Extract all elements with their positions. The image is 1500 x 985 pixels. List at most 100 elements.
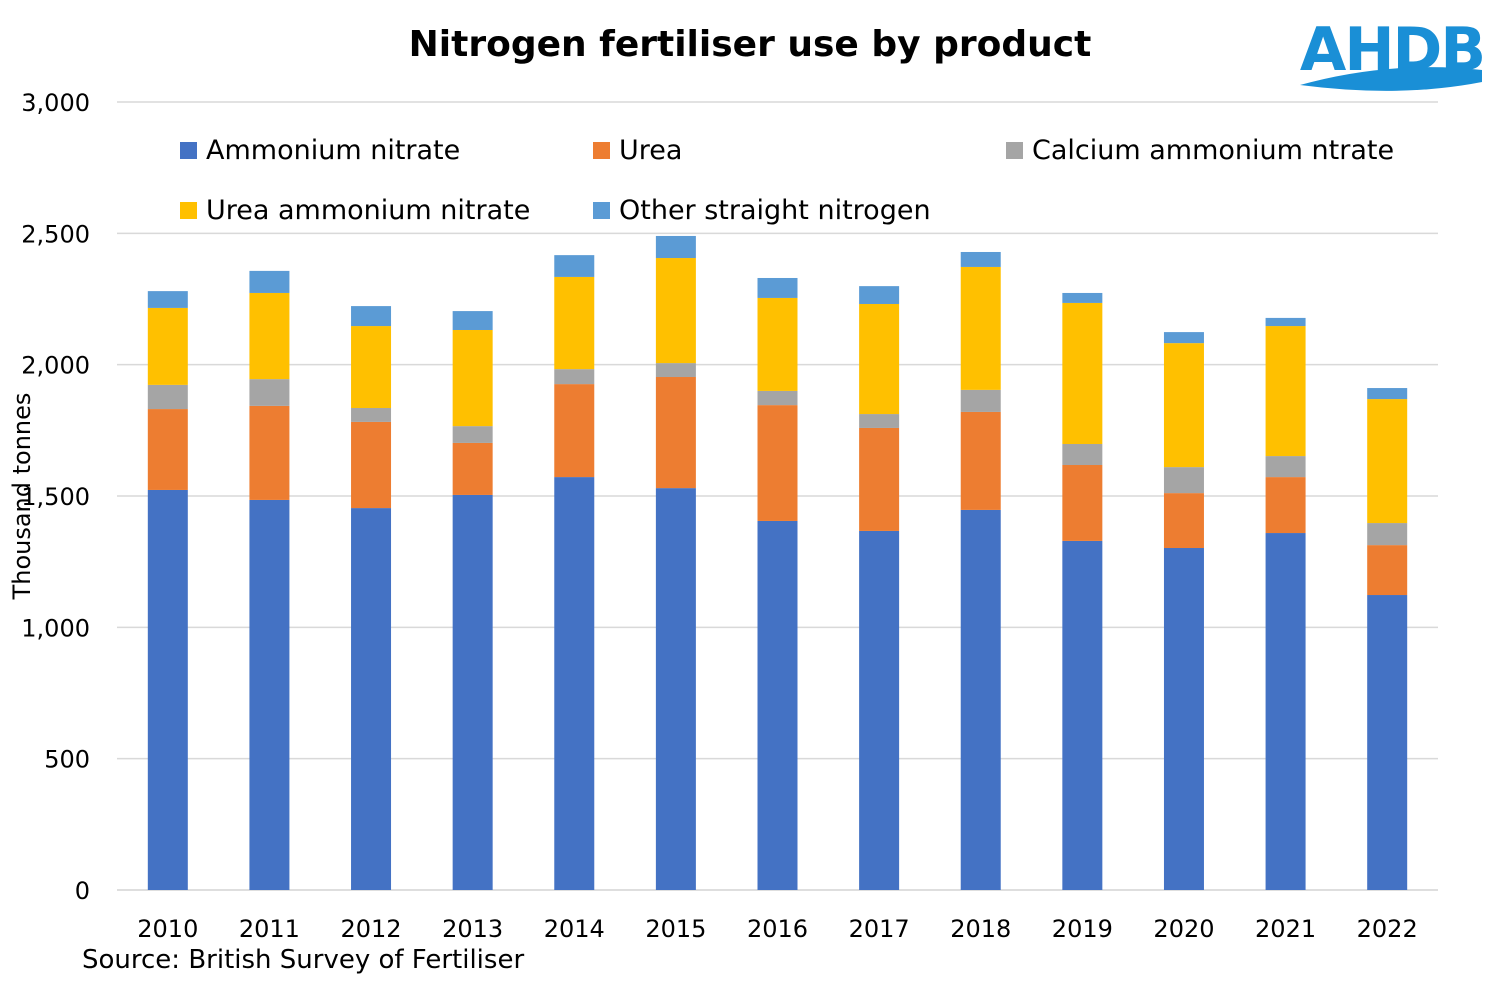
bar-segment (1163, 467, 1204, 494)
ahdb-logo: AHDB (1300, 15, 1486, 91)
bar-segment (1265, 533, 1306, 890)
legend-label: Calcium ammonium ntrate (1032, 135, 1394, 166)
legend-swatch (180, 142, 197, 159)
bar-segment (757, 277, 798, 298)
legend-swatch (180, 202, 197, 219)
bar-segment (757, 405, 798, 521)
bar-segment (1163, 332, 1204, 344)
bar-segment (859, 427, 900, 531)
x-tick-label: 2012 (340, 915, 401, 943)
bar-segment (147, 489, 188, 890)
bar-segment (1163, 343, 1204, 468)
bar-segment (1163, 548, 1204, 890)
bar-segment (554, 276, 595, 370)
bar-segment (859, 530, 900, 890)
bar-segment (452, 442, 493, 495)
bar-segment (1367, 545, 1408, 596)
y-tick-label: 500 (44, 746, 90, 774)
bar-segment (554, 369, 595, 385)
bar-segment (1062, 292, 1103, 303)
bar-segment (249, 270, 290, 293)
legend-swatch (1006, 142, 1023, 159)
legend-swatch (593, 202, 610, 219)
bar-segment (960, 411, 1001, 510)
x-tick-label: 2020 (1153, 915, 1214, 943)
x-tick-label: 2015 (645, 915, 706, 943)
bar-segment (147, 409, 188, 490)
y-tick-label: 2,000 (21, 352, 90, 380)
bar-segment (249, 405, 290, 500)
bar-segment (655, 488, 696, 890)
bar-segment (1367, 399, 1408, 524)
bar-segment (249, 292, 290, 380)
bar-segment (147, 291, 188, 308)
bar-segment (1062, 465, 1103, 541)
bar-segment (655, 363, 696, 378)
bar-segment (859, 414, 900, 428)
y-tick-label: 2,500 (21, 220, 90, 248)
bar-segment (960, 266, 1001, 390)
y-tick-label: 0 (75, 877, 90, 905)
bar-segment (351, 306, 392, 327)
bar-segment (655, 377, 696, 489)
legend-label: Other straight nitrogen (619, 195, 931, 226)
chart-title: Nitrogen fertiliser use by product (409, 24, 1092, 65)
bar-segment (1062, 443, 1103, 466)
y-axis-label: Thousand tonnes (8, 393, 36, 601)
bar-segment (859, 303, 900, 415)
bar-segment (1265, 317, 1306, 327)
bar-segment (655, 235, 696, 259)
bar-segment (1367, 595, 1408, 890)
bar-segment (452, 426, 493, 443)
x-tick-label: 2011 (239, 915, 300, 943)
legend-swatch (593, 142, 610, 159)
bar-segment (757, 520, 798, 890)
bar-segment (960, 389, 1001, 412)
bar-segment (452, 494, 493, 890)
x-tick-label: 2018 (950, 915, 1011, 943)
legend-label: Urea ammonium nitrate (206, 195, 530, 226)
bar-segment (757, 297, 798, 391)
bar-segment (351, 421, 392, 509)
x-tick-label: 2014 (544, 915, 605, 943)
bar-segment (1265, 456, 1306, 478)
bar-segment (1062, 302, 1103, 444)
x-tick-label: 2022 (1357, 915, 1418, 943)
bar-segment (554, 255, 595, 277)
bar-segment (554, 384, 595, 478)
bar-segment (351, 408, 392, 422)
legend-label: Ammonium nitrate (206, 135, 460, 166)
x-tick-label: 2010 (137, 915, 198, 943)
bar-segment (249, 499, 290, 890)
y-tick-label: 3,000 (21, 89, 90, 117)
bar-segment (1163, 493, 1204, 549)
legend-label: Urea (619, 135, 682, 166)
bar-segment (452, 329, 493, 427)
x-tick-label: 2016 (747, 915, 808, 943)
logo-swoosh (1300, 67, 1482, 91)
bar-segment (1062, 540, 1103, 890)
x-tick-label: 2017 (849, 915, 910, 943)
x-tick-label: 2021 (1255, 915, 1316, 943)
bar-segment (960, 251, 1001, 267)
bar-segment (147, 384, 188, 410)
bar-segment (655, 258, 696, 364)
bar-segment (1265, 326, 1306, 457)
x-tick-label: 2019 (1052, 915, 1113, 943)
bar-segment (1265, 477, 1306, 534)
source-note: Source: British Survey of Fertiliser (82, 945, 524, 975)
bar-segment (859, 286, 900, 304)
bar-segment (351, 326, 392, 409)
x-tick-label: 2013 (442, 915, 503, 943)
bar-segment (1367, 523, 1408, 546)
bar-segment (757, 390, 798, 406)
bar-segment (249, 379, 290, 406)
bar-segment (960, 509, 1001, 890)
bar-segment (351, 508, 392, 890)
bar-segment (554, 477, 595, 890)
bar-segment (452, 311, 493, 330)
y-tick-label: 1,500 (21, 483, 90, 511)
y-tick-label: 1,000 (21, 614, 90, 642)
bar-segment (147, 307, 188, 385)
